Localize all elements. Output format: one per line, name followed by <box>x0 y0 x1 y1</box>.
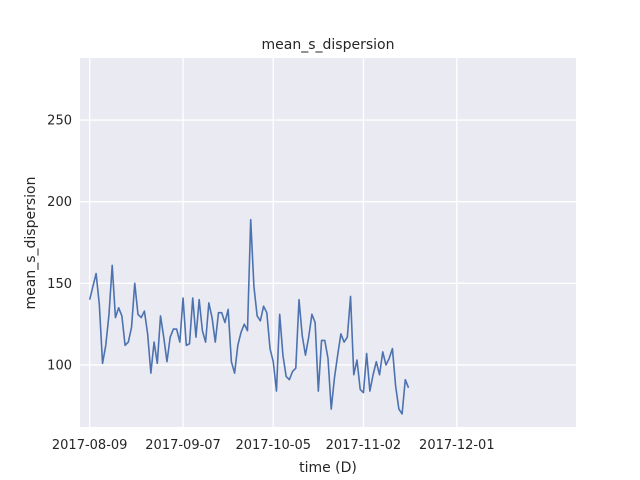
y-tick-label: 200 <box>47 195 72 210</box>
chart-title: mean_s_dispersion <box>262 37 395 53</box>
plot-area <box>80 58 576 427</box>
x-axis-label: time (D) <box>299 460 357 476</box>
x-tick-label: 2017-11-02 <box>326 438 402 453</box>
x-tick-label: 2017-12-01 <box>419 438 495 453</box>
x-tick-label: 2017-10-05 <box>235 438 311 453</box>
series-line <box>88 218 410 415</box>
x-tick-labels: 2017-08-09 2017-09-07 2017-10-05 2017-11-02… <box>52 438 495 453</box>
y-tick-label: 250 <box>47 114 72 129</box>
y-tick-label: 150 <box>47 277 72 292</box>
y-axis-label: mean_s_dispersion <box>23 177 39 310</box>
x-tick-label: 2017-08-09 <box>52 438 128 453</box>
x-tick-label: 2017-09-07 <box>145 438 221 453</box>
y-tick-labels: 100 150 200 250 <box>47 114 72 374</box>
y-tick-label: 100 <box>47 358 72 373</box>
